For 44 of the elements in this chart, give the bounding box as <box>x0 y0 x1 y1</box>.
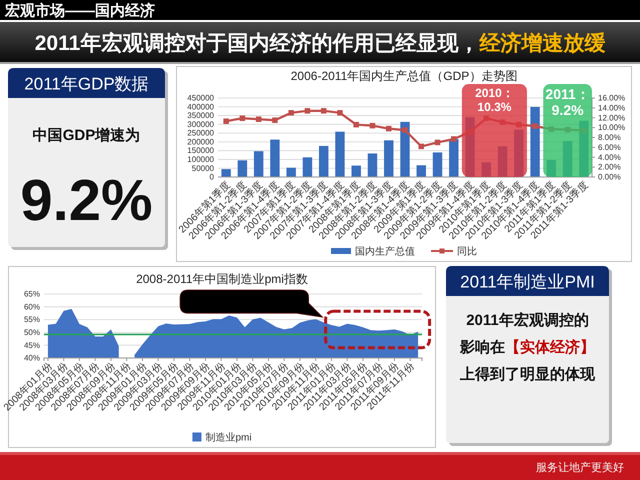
y-tick-label: 55% <box>24 315 40 324</box>
y2-tick-label: 0.00% <box>598 172 621 182</box>
band-label: 2010：10.3% <box>475 86 514 114</box>
y2-tick-label: 2.00% <box>598 162 621 172</box>
y-tick-label: 300000 <box>187 120 215 129</box>
legend-label: 同比 <box>457 246 477 258</box>
y2-tick-label: 4.00% <box>598 152 621 162</box>
text: 中国GDP增速为 <box>32 127 140 144</box>
text: 影响在 <box>459 339 505 356</box>
y-tick-label: 150000 <box>187 146 215 156</box>
y2-tick-label: 16.00% <box>598 94 626 103</box>
y-tick-label: 250000 <box>187 128 215 138</box>
y-tick-label: 65% <box>24 290 40 299</box>
legend-label: 制造业pmi <box>205 432 252 444</box>
y-tick-label: 400000 <box>187 102 215 112</box>
chart-title: 2008-2011年中国制造业pmi指数 <box>136 272 308 286</box>
text: 2011年宏观调控对于国内经济的作用已经显现， <box>34 31 480 55</box>
text: 宏观市场——国内经济 <box>4 2 155 20</box>
y2-tick-label: 14.00% <box>598 103 626 112</box>
y2-tick-label: 6.00% <box>598 142 621 152</box>
chart-title: 2006-2011年国内生产总值（GDP）走势图 <box>290 69 518 83</box>
y-tick-label: 50% <box>24 328 40 337</box>
y-tick-label: 60% <box>24 302 40 312</box>
text: 2011年制造业PMI <box>460 272 595 292</box>
y-tick-label: 40% <box>24 354 40 363</box>
text: 经济增速放缓 <box>478 31 606 55</box>
y-tick-label: 45% <box>24 340 40 350</box>
text: 2011年宏观调控的 <box>466 311 589 329</box>
text: 9.2% <box>20 168 153 233</box>
y-tick-label: 0 <box>210 172 215 182</box>
legend-label: 国内生产总值 <box>355 246 415 258</box>
y-tick-label: 200000 <box>187 137 215 146</box>
y-tick-label: 450000 <box>187 94 215 103</box>
text: 上得到了明显的体现 <box>459 366 596 383</box>
y2-tick-label: 12.00% <box>598 113 626 122</box>
band-label: 2011：9.2% <box>545 86 590 118</box>
text: 【实体经济】 <box>505 338 595 356</box>
y2-tick-label: 10.00% <box>598 123 626 132</box>
y-tick-label: 100000 <box>187 155 215 164</box>
y-tick-label: 50000 <box>192 164 215 173</box>
text: 2011年GDP数据 <box>24 74 149 94</box>
text: 服务让地产更美好 <box>536 461 624 474</box>
y-tick-label: 350000 <box>187 111 215 120</box>
y2-tick-label: 8.00% <box>598 133 621 142</box>
